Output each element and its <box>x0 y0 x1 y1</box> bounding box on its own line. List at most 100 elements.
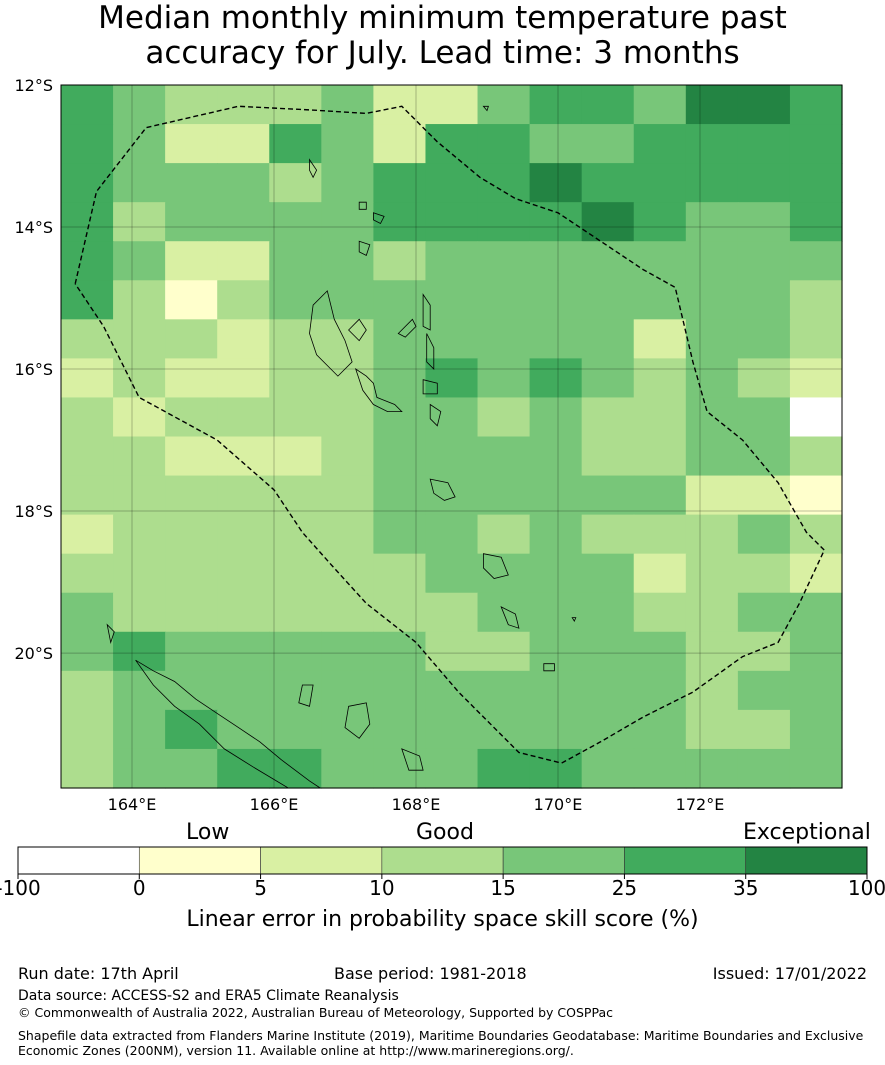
grid-cell <box>477 202 531 242</box>
colorbar-tick-label: 10 <box>369 876 394 900</box>
grid-cell <box>217 475 270 516</box>
grid-cell <box>685 748 739 789</box>
grid-cell <box>425 670 479 711</box>
lat-label: 20°S <box>14 644 53 663</box>
island-outline <box>373 212 385 225</box>
grid-cell <box>269 436 322 477</box>
grid-cell <box>737 475 791 516</box>
grid-cell <box>217 397 270 438</box>
grid-cell <box>685 280 739 320</box>
grid-cell <box>165 358 218 399</box>
grid-cell <box>61 670 114 711</box>
colorbar-tick-label: 0 <box>133 876 146 900</box>
grid-cell <box>633 241 687 281</box>
grid-cell <box>217 85 270 125</box>
grid-cell <box>685 553 739 594</box>
grid-cell <box>789 553 843 594</box>
grid-cell <box>477 241 531 281</box>
grid-cell <box>165 670 218 711</box>
grid-cell <box>165 124 218 164</box>
grid-cell <box>217 163 270 203</box>
grid-cell <box>789 85 843 125</box>
grid-cell <box>737 319 791 359</box>
grid-cell <box>321 436 374 477</box>
grid-cell <box>581 397 635 438</box>
grid-cell <box>581 670 635 711</box>
grid-cell <box>269 592 322 633</box>
lon-label: 166°E <box>250 795 299 814</box>
lat-label: 12°S <box>14 76 53 95</box>
grid-cell <box>113 670 166 711</box>
colorbar-tick-label: 35 <box>733 876 758 900</box>
grid-cell <box>113 514 166 555</box>
grid-cell <box>217 631 270 672</box>
island-outline <box>354 368 403 412</box>
grid-cell <box>61 631 114 672</box>
grid-cell <box>737 553 791 594</box>
grid-cell <box>789 163 843 203</box>
island-outline <box>298 684 314 707</box>
grid-cell <box>789 436 843 477</box>
base-period: Base period: 1981-2018 <box>334 964 527 983</box>
grid-cell <box>581 553 635 594</box>
lat-label: 18°S <box>14 502 53 521</box>
grid-cell <box>321 475 374 516</box>
grid-cell <box>373 241 427 281</box>
island-outline <box>429 403 442 427</box>
grid-cell <box>373 319 427 359</box>
grid-cell <box>321 202 374 242</box>
grid-cell <box>61 202 114 242</box>
grid-cell <box>113 397 166 438</box>
grid-cell <box>113 124 166 164</box>
grid-cell <box>321 85 374 125</box>
grid-cell <box>477 514 531 555</box>
grid-cell <box>737 709 791 750</box>
island-outline <box>500 606 520 629</box>
grid-cell <box>529 319 583 359</box>
grid-cell <box>737 631 791 672</box>
colorbar-xlabel: Linear error in probability space skill … <box>186 907 699 932</box>
grid-cell <box>737 124 791 164</box>
grid-cell <box>373 514 427 555</box>
grid-cell <box>321 592 374 633</box>
grid-cell <box>477 163 531 203</box>
grid-cell <box>685 358 739 399</box>
grid-cell <box>529 709 583 750</box>
grid-cell <box>529 592 583 633</box>
grid-cell <box>529 397 583 438</box>
island-outline <box>422 379 438 395</box>
latitude-labels: 12°S 14°S 16°S 18°S 20°S <box>14 76 53 663</box>
grid-cell <box>269 631 322 672</box>
grid-cell <box>269 670 322 711</box>
grid-cell <box>529 280 583 320</box>
issued-date: Issued: 17/01/2022 <box>712 964 867 983</box>
island-outline <box>135 659 322 789</box>
grid-cell <box>217 553 270 594</box>
grid-cell <box>61 85 114 125</box>
grid-cell <box>165 319 218 359</box>
grid-cell <box>685 475 739 516</box>
grid-cell <box>269 241 322 281</box>
island-outline <box>397 318 417 338</box>
grid-cell <box>217 670 270 711</box>
colorbar-swatch <box>260 846 383 875</box>
grid-cell <box>269 124 322 164</box>
grid-cell <box>789 241 843 281</box>
grid-cell <box>737 397 791 438</box>
grid-cell <box>737 436 791 477</box>
grid-cell <box>269 85 322 125</box>
grid-cell <box>61 553 114 594</box>
grid-cell <box>425 319 479 359</box>
grid-cell <box>789 631 843 672</box>
grid-cell <box>425 397 479 438</box>
island-outline <box>401 748 424 771</box>
grid-cell <box>165 163 218 203</box>
grid-cell <box>165 553 218 594</box>
island-outline <box>358 240 371 256</box>
grid-cell <box>373 592 427 633</box>
grid-cell <box>477 709 531 750</box>
category-exceptional: Exceptional <box>743 820 871 845</box>
longitude-labels: 164°E 166°E 168°E 170°E 172°E <box>108 795 725 814</box>
grid-cell <box>581 124 635 164</box>
